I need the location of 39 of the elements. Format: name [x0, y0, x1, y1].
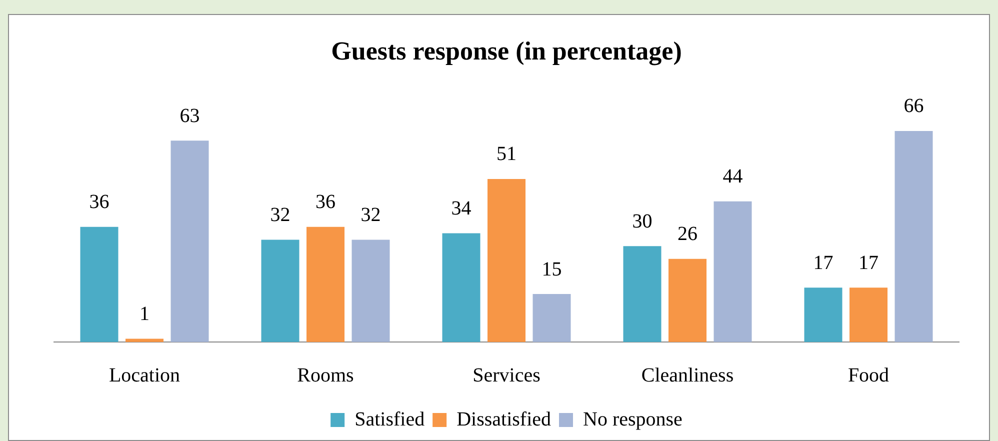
bar: [532, 294, 571, 342]
x-tick-label: Food: [848, 364, 890, 386]
bar: [714, 201, 752, 342]
legend-label: No response: [583, 408, 683, 430]
data-label: 34: [451, 198, 472, 220]
legend-label: Satisfied: [354, 408, 425, 430]
bar: [623, 246, 662, 342]
x-tick-label: Location: [108, 364, 180, 386]
bar: [170, 140, 209, 342]
data-label: 30: [632, 210, 652, 232]
bar: [352, 240, 390, 342]
data-label: 32: [360, 204, 381, 226]
bar: [894, 130, 933, 342]
bar: [261, 240, 300, 342]
bar: [125, 338, 164, 342]
data-label: 17: [813, 252, 834, 274]
data-label: 51: [496, 143, 516, 166]
x-tick-label: Services: [472, 364, 541, 386]
data-label: 32: [270, 204, 290, 226]
bar: [487, 178, 526, 342]
data-label: 17: [858, 252, 878, 274]
bar: [306, 226, 345, 342]
data-label: 15: [542, 258, 562, 280]
bar: [668, 258, 707, 342]
data-label: 63: [180, 104, 200, 127]
data-label: 44: [722, 166, 743, 188]
bar: [80, 226, 118, 342]
bar: [804, 288, 842, 342]
x-tick-label: Rooms: [297, 364, 354, 386]
legend-label: Dissatisfied: [456, 408, 552, 430]
x-tick-label: Cleanliness: [641, 364, 734, 386]
data-label: 36: [89, 191, 110, 214]
bar: [849, 288, 888, 342]
bar: [442, 233, 480, 342]
data-label: 66: [904, 95, 924, 118]
data-label: 36: [316, 191, 336, 214]
data-label: 1: [140, 303, 150, 326]
data-label: 26: [678, 223, 698, 246]
chart-title: Guests response (in percentage): [331, 36, 682, 66]
